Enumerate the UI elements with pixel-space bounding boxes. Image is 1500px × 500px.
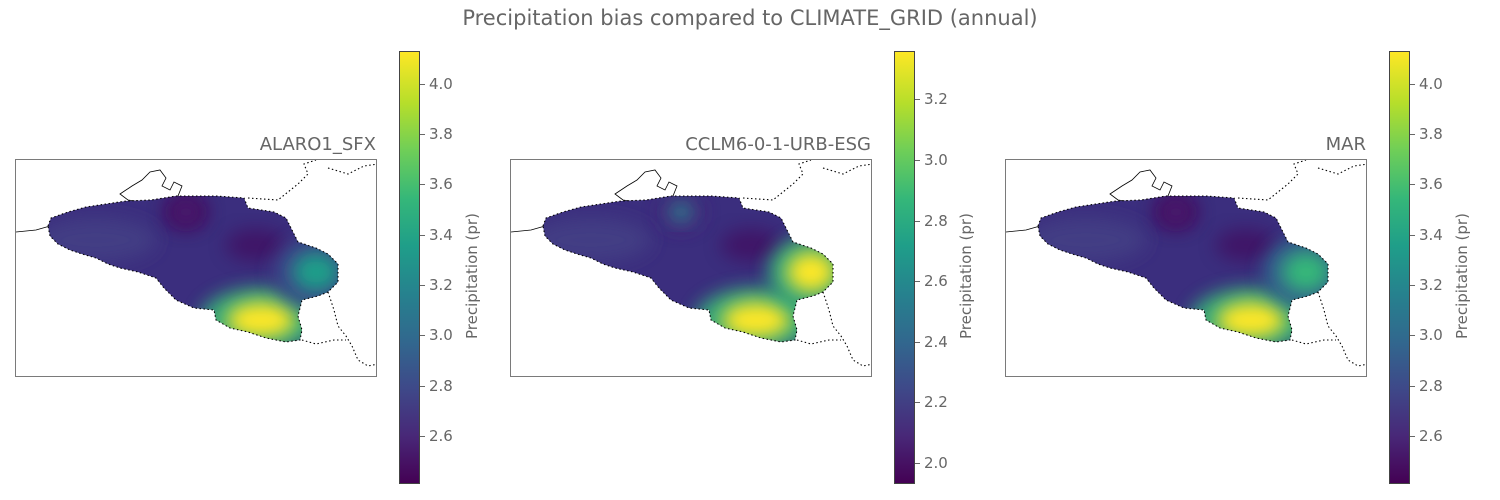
hotspot-core	[174, 202, 198, 222]
colorbar-tick-label: 2.6	[924, 272, 948, 290]
colorbar-tick-mark	[915, 342, 920, 343]
border-north	[742, 160, 871, 201]
colorbar-tick-mark	[420, 335, 425, 336]
colorbar-tick-label: 3.6	[429, 175, 453, 193]
colorbar-tick-label: 2.6	[1419, 427, 1443, 445]
colorbar-cclm	[894, 51, 915, 484]
colorbar-tick-label: 3.4	[1419, 226, 1443, 244]
hotspot-core	[787, 252, 833, 292]
colorbar-tick-label: 2.0	[924, 454, 948, 472]
panel-title-alaro: ALARO1_SFX	[259, 134, 376, 155]
colorbar-label-mar: Precipitation (pr)	[1453, 213, 1471, 339]
colorbar-tick-mark	[1410, 134, 1415, 135]
colorbar-tick-label: 3.2	[429, 276, 453, 294]
hotspot-core	[227, 302, 295, 338]
hotspot-core	[1164, 202, 1188, 222]
hotspot-core	[722, 302, 790, 338]
colorbar-tick-label: 3.2	[1419, 276, 1443, 294]
border-east	[1291, 291, 1366, 367]
colorbar-tick-mark	[420, 184, 425, 185]
colorbar-tick-mark	[1410, 235, 1415, 236]
panel-title-cclm: CCLM6-0-1-URB-ESG	[685, 134, 871, 155]
colorbar-tick-label: 4.0	[429, 75, 453, 93]
panel-title-mar: MAR	[1325, 134, 1366, 155]
colorbar-tick-label: 4.0	[1419, 75, 1443, 93]
colorbar-alaro	[399, 51, 420, 484]
colorbar-tick-label: 3.4	[429, 226, 453, 244]
colorbar-tick-mark	[915, 99, 920, 100]
colorbar-tick-mark	[1410, 184, 1415, 185]
colorbar-tick-label: 2.2	[924, 393, 948, 411]
colorbar-tick-label: 2.8	[1419, 377, 1443, 395]
map-mar	[1005, 159, 1367, 377]
colorbar-label-alaro: Precipitation (pr)	[463, 213, 481, 339]
colorbar-tick-label: 2.8	[429, 377, 453, 395]
colorbar-tick-mark	[915, 160, 920, 161]
colorbar-tick-mark	[420, 436, 425, 437]
hotspot-core	[1282, 252, 1328, 292]
colorbar-tick-mark	[1410, 386, 1415, 387]
colorbar-tick-label: 3.0	[429, 326, 453, 344]
border-east	[301, 291, 376, 367]
colorbar-tick-label: 2.6	[429, 427, 453, 445]
colorbar-tick-mark	[420, 386, 425, 387]
map-cclm	[510, 159, 872, 377]
colorbar-mar	[1389, 51, 1410, 484]
colorbar-tick-label: 3.2	[924, 90, 948, 108]
figure-title: Precipitation bias compared to CLIMATE_G…	[462, 6, 1038, 30]
colorbar-tick-label: 2.8	[924, 212, 948, 230]
colorbar-label-cclm: Precipitation (pr)	[957, 213, 975, 339]
colorbar-tick-mark	[915, 463, 920, 464]
colorbar-tick-label: 3.6	[1419, 175, 1443, 193]
colorbar-tick-mark	[1410, 436, 1415, 437]
map-alaro	[15, 159, 377, 377]
colorbar-tick-mark	[915, 281, 920, 282]
colorbar-tick-mark	[420, 235, 425, 236]
colorbar-tick-mark	[420, 134, 425, 135]
hotspot-core	[669, 202, 693, 222]
hotspot-core	[292, 252, 338, 292]
colorbar-tick-label: 3.8	[1419, 125, 1443, 143]
border-east	[796, 291, 871, 367]
colorbar-tick-label: 3.0	[1419, 326, 1443, 344]
colorbar-tick-mark	[1410, 84, 1415, 85]
hotspot-core	[1217, 302, 1285, 338]
colorbar-tick-mark	[1410, 335, 1415, 336]
colorbar-tick-label: 3.0	[924, 151, 948, 169]
colorbar-tick-mark	[915, 221, 920, 222]
colorbar-tick-mark	[420, 84, 425, 85]
colorbar-tick-mark	[420, 285, 425, 286]
colorbar-tick-mark	[915, 402, 920, 403]
border-north	[1237, 160, 1366, 201]
border-north	[247, 160, 376, 201]
colorbar-tick-label: 3.8	[429, 125, 453, 143]
colorbar-tick-label: 2.4	[924, 333, 948, 351]
colorbar-tick-mark	[1410, 285, 1415, 286]
